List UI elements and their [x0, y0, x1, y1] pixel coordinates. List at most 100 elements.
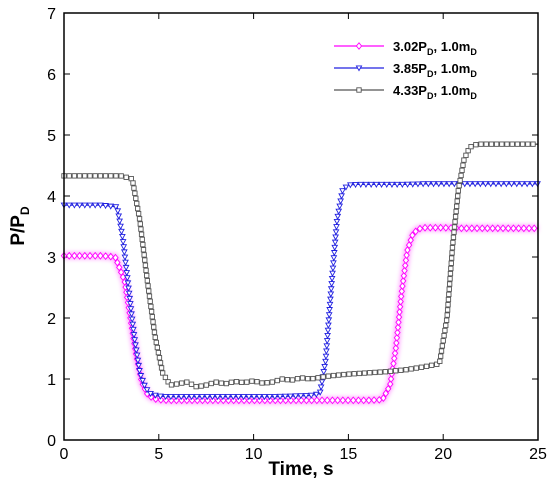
data-point: [444, 307, 451, 313]
data-point: [167, 394, 175, 401]
data-point: [305, 376, 311, 382]
data-point: [308, 396, 315, 405]
data-point: [442, 223, 450, 232]
data-point: [322, 358, 329, 365]
data-point: [454, 203, 460, 209]
data-point: [136, 216, 143, 222]
data-point: [218, 380, 224, 386]
data-point: [183, 396, 191, 405]
data-point: [313, 396, 321, 405]
data-point: [450, 239, 456, 246]
y-tick-label: 4: [47, 189, 56, 206]
data-point: [330, 250, 338, 257]
data-point: [134, 200, 140, 207]
data-point: [281, 393, 289, 400]
data-point: [320, 374, 326, 380]
data-point: [318, 396, 326, 405]
data-point: [213, 379, 219, 385]
y-tick-label: 1: [47, 372, 56, 389]
data-point: [274, 377, 280, 384]
data-point: [403, 367, 409, 373]
data-point: [140, 241, 146, 248]
y-tick-label: 6: [47, 67, 56, 84]
data-point: [448, 265, 454, 272]
data-point: [398, 292, 405, 301]
data-point: [455, 188, 461, 194]
data-point: [336, 372, 342, 378]
data-point: [461, 157, 467, 163]
data-point: [418, 364, 425, 370]
data-point: [317, 384, 325, 391]
data-point: [128, 311, 135, 318]
data-point: [157, 393, 164, 400]
data-point: [269, 379, 275, 385]
data-point: [355, 396, 362, 405]
data-point: [151, 324, 157, 330]
data-point: [333, 224, 340, 231]
data-point: [81, 202, 89, 209]
data-point: [162, 393, 170, 401]
data-point: [97, 251, 104, 260]
data-point: [66, 173, 72, 179]
data-point: [246, 396, 253, 405]
legend-marker: [355, 42, 363, 50]
data-point: [347, 182, 354, 189]
series-layer: [60, 141, 541, 405]
data-point: [142, 257, 148, 263]
data-point: [372, 181, 380, 188]
data-point: [225, 396, 232, 405]
data-point: [113, 173, 119, 179]
data-point: [362, 181, 370, 188]
data-point: [330, 260, 337, 267]
data-point: [435, 181, 443, 188]
data-point: [439, 343, 446, 349]
data-point: [423, 363, 430, 369]
data-point: [249, 378, 255, 384]
data-point: [352, 182, 359, 189]
data-point: [370, 396, 378, 404]
data-point: [335, 208, 343, 215]
data-point: [400, 271, 408, 280]
data-point: [122, 259, 129, 266]
data-point: [327, 296, 334, 303]
data-point: [339, 396, 347, 405]
data-point: [139, 236, 145, 243]
data-point: [388, 181, 396, 188]
data-point: [128, 316, 136, 323]
data-point: [123, 275, 131, 282]
data-point: [214, 394, 222, 401]
data-point: [452, 219, 458, 225]
data-point: [193, 394, 201, 401]
data-point: [223, 380, 230, 387]
data-point: [330, 255, 338, 262]
data-point: [396, 307, 403, 316]
y-tick-label: 3: [47, 250, 56, 267]
data-point: [455, 193, 461, 199]
data-point: [316, 389, 324, 396]
y-tick-label: 5: [47, 128, 56, 145]
data-point: [134, 357, 142, 364]
data-point: [393, 181, 401, 188]
data-point: [327, 286, 335, 293]
data-point: [445, 302, 451, 308]
data-point: [493, 141, 500, 147]
data-point: [86, 202, 94, 209]
data-point: [137, 221, 143, 227]
data-point: [172, 394, 180, 401]
data-point: [157, 360, 164, 366]
data-point: [114, 208, 122, 215]
data-point: [142, 262, 149, 268]
data-point: [440, 181, 448, 188]
data-point: [473, 142, 479, 148]
data-point: [434, 361, 440, 367]
data-point: [499, 224, 507, 233]
data-point: [465, 147, 471, 154]
x-tick-label: 0: [60, 446, 69, 463]
data-point: [323, 343, 331, 350]
data-point: [123, 174, 129, 180]
data-point: [492, 181, 500, 188]
data-point: [129, 326, 137, 333]
data-point: [367, 181, 375, 188]
data-point: [318, 379, 326, 386]
